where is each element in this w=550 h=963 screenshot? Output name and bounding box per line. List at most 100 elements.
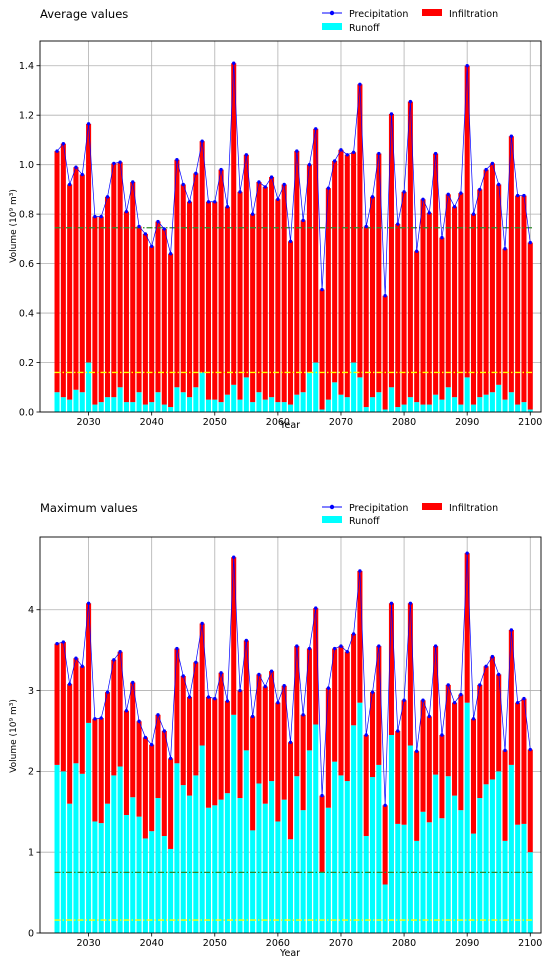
runoff-bar	[104, 397, 111, 412]
precipitation-point	[187, 695, 192, 699]
infiltration-bar	[502, 248, 508, 400]
infiltration-bar	[237, 191, 243, 400]
infiltration-bar	[86, 123, 92, 363]
infiltration-bar	[104, 692, 111, 804]
precipitation-point	[55, 149, 59, 153]
precipitation-point	[232, 555, 236, 559]
precipitation-point	[471, 212, 476, 216]
precipitation-point	[414, 749, 419, 753]
precipitation-point	[149, 244, 154, 248]
infiltration-bar	[231, 63, 237, 385]
infiltration-bar	[60, 143, 66, 398]
precipitation-point	[124, 209, 129, 214]
legend-label-precipitation: Precipitation	[349, 9, 408, 20]
precipitation-point	[528, 240, 532, 245]
precipitation-point	[55, 641, 59, 646]
infiltration-bar	[452, 206, 458, 398]
runoff-bar	[433, 774, 439, 933]
precipitation-point	[194, 660, 198, 664]
infiltration-bar	[445, 684, 451, 777]
infiltration-bar	[407, 603, 413, 746]
runoff-bar	[262, 399, 268, 412]
precipitation-point	[320, 287, 324, 292]
precipitation-point	[440, 733, 444, 737]
legend-infiltration-swatch	[422, 503, 442, 510]
precipitation-point	[339, 148, 343, 152]
x-tick-label: 2030	[76, 938, 100, 949]
infiltration-bar	[79, 174, 85, 393]
runoff-bar	[426, 404, 432, 412]
infiltration-bar	[287, 241, 294, 405]
precipitation-point	[244, 638, 249, 643]
infiltration-bar	[300, 714, 306, 811]
chart-title: Maximum values	[40, 501, 138, 515]
runoff-bar	[98, 823, 104, 933]
infiltration-bar	[420, 199, 426, 405]
precipitation-point	[440, 235, 444, 240]
precipitation-point	[225, 205, 230, 209]
precipitation-point	[301, 713, 305, 717]
precipitation-point	[459, 191, 463, 195]
infiltration-bar	[67, 684, 73, 804]
infiltration-bar	[376, 646, 382, 765]
precipitation-point	[276, 197, 280, 201]
infiltration-bar	[92, 216, 98, 405]
precipitation-point	[175, 646, 179, 651]
runoff-bar	[193, 775, 199, 933]
precipitation-point	[143, 735, 148, 740]
legend: Precipitation Runoff Infiltration	[322, 9, 498, 34]
runoff-bar	[231, 714, 237, 933]
precipitation-point	[143, 232, 148, 236]
infiltration-bar	[470, 718, 477, 834]
runoff-bar	[60, 397, 66, 412]
runoff-bar	[357, 377, 363, 412]
precipitation-point	[421, 698, 425, 702]
plot-frame	[39, 536, 542, 934]
runoff-bar	[445, 387, 451, 412]
infiltration-bar	[294, 151, 300, 395]
precipitation-point	[168, 252, 173, 256]
maximum-values-chart: Maximum values Year Volume (10⁹ m³) Prec…	[9, 501, 542, 959]
precipitation-point	[314, 127, 318, 131]
precipitation-point	[522, 193, 526, 198]
legend-label-infiltration: Infiltration	[449, 503, 498, 514]
infiltration-bar	[344, 651, 350, 782]
infiltration-bar	[332, 160, 338, 383]
runoff-bar	[161, 404, 167, 412]
precipitation-point	[124, 709, 129, 713]
runoff-bar	[338, 775, 344, 933]
infiltration-bar	[142, 233, 148, 405]
precipitation-point	[515, 193, 520, 198]
runoff-bar	[313, 724, 319, 933]
runoff-bar	[79, 392, 85, 412]
y-tick-label: 0.2	[19, 358, 34, 369]
x-tick-label: 2100	[518, 417, 542, 428]
precipitation-point	[288, 239, 293, 244]
infiltration-bar	[212, 698, 218, 806]
legend-precipitation-marker	[329, 504, 335, 510]
infiltration-bar	[521, 698, 527, 824]
precipitation-point	[364, 224, 368, 229]
runoff-bar	[92, 821, 98, 933]
precipitation-point	[408, 601, 413, 605]
runoff-bar	[502, 840, 508, 933]
chart-title: Average values	[40, 7, 128, 21]
runoff-bar	[98, 402, 104, 412]
precipitation-point	[105, 195, 110, 199]
runoff-bar	[269, 397, 275, 412]
infiltration-bar	[149, 744, 155, 832]
precipitation-point	[351, 632, 356, 636]
precipitation-point	[181, 182, 185, 187]
x-tick-label: 2090	[455, 417, 479, 428]
precipitation-point	[168, 756, 173, 761]
infiltration-bar	[420, 700, 426, 812]
infiltration-bar	[470, 214, 477, 405]
infiltration-bar	[205, 201, 211, 400]
y-tick-label: 0	[28, 928, 34, 939]
precipitation-point	[238, 688, 242, 693]
runoff-bar	[111, 397, 117, 412]
infiltration-bar	[401, 700, 407, 825]
precipitation-point	[408, 99, 413, 104]
precipitation-point	[490, 654, 495, 659]
